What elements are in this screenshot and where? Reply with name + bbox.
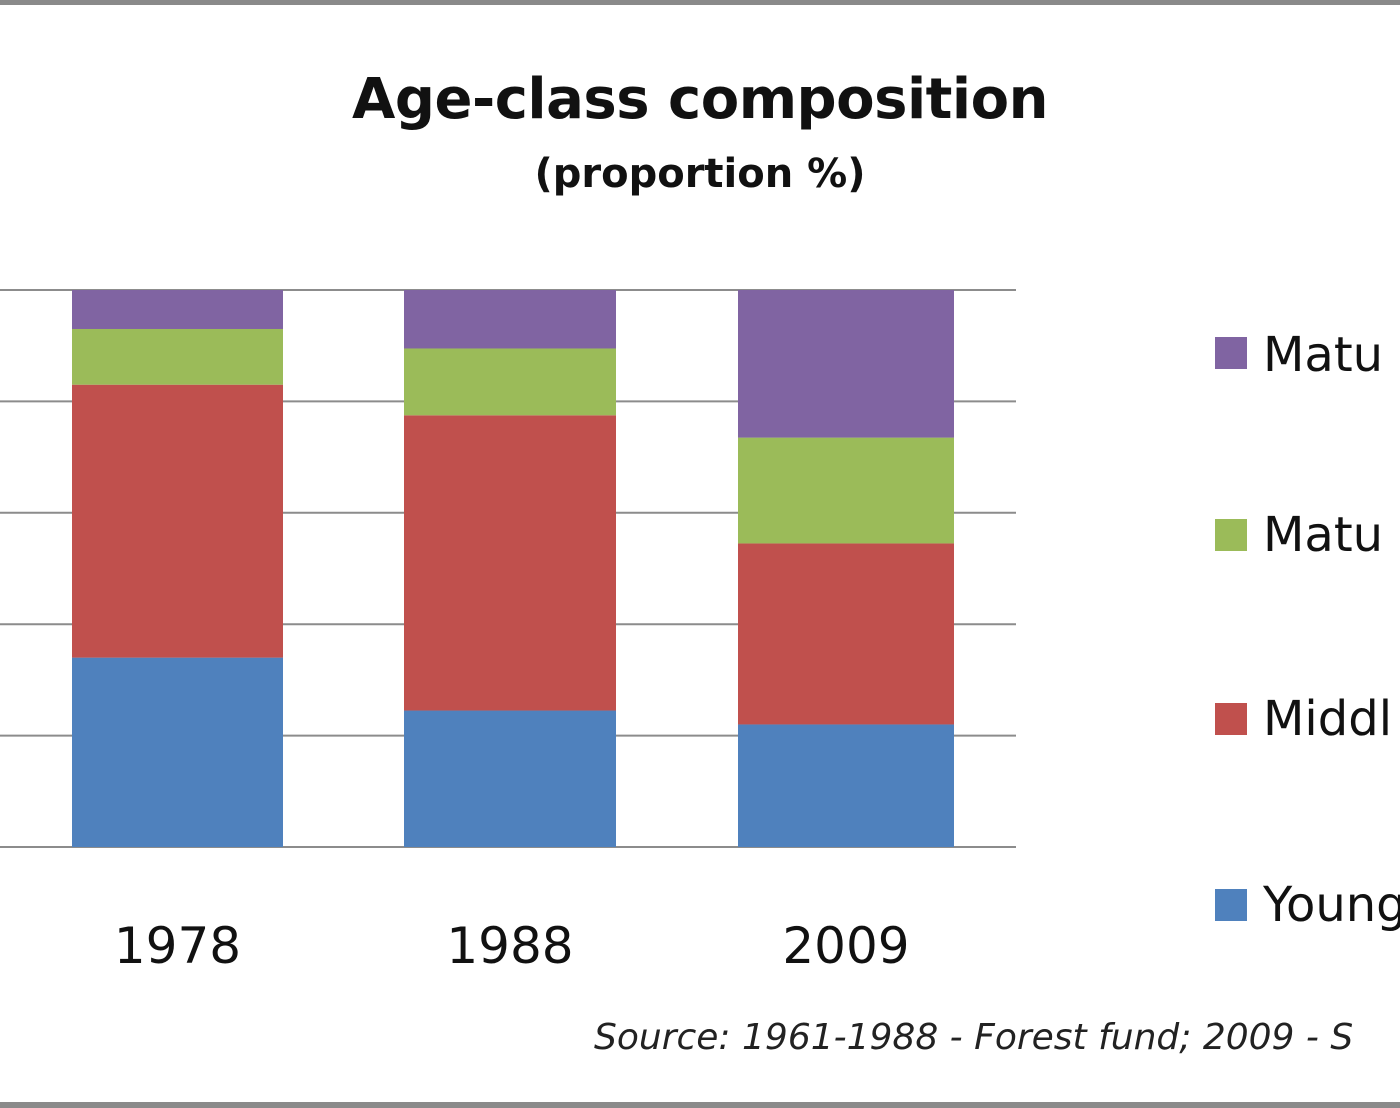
chart-title: Age-class composition bbox=[352, 67, 1048, 132]
bar-1988-series-1 bbox=[404, 710, 616, 847]
legend-swatch-series-1 bbox=[1215, 889, 1247, 921]
bar-1988-series-4 bbox=[404, 290, 616, 349]
bar-1988-series-2 bbox=[404, 415, 616, 711]
bar-1988-series-3 bbox=[404, 348, 616, 416]
legend-swatch-series-3 bbox=[1215, 519, 1247, 551]
bar-2009-series-3 bbox=[738, 437, 954, 544]
bar-1978-series-3 bbox=[72, 328, 283, 385]
bar-2009-series-2 bbox=[738, 543, 954, 725]
legend-swatch-series-2 bbox=[1215, 703, 1247, 735]
x-tick-label-2009: 2009 bbox=[782, 917, 909, 975]
bar-1978-series-1 bbox=[72, 657, 283, 847]
legend-swatch-series-4 bbox=[1215, 337, 1247, 369]
source-note: Source: 1961-1988 - Forest fund; 2009 - … bbox=[594, 1017, 1354, 1058]
legend-label-series-3: Matu bbox=[1263, 507, 1384, 563]
legend-label-series-2: Middl bbox=[1263, 691, 1393, 747]
bar-2009-series-4 bbox=[738, 290, 954, 438]
x-tick-label-1978: 1978 bbox=[114, 917, 241, 975]
legend-label-series-1: Young bbox=[1263, 877, 1400, 933]
legend-label-series-4: Matu stand bbox=[1263, 327, 1400, 383]
bar-1978-series-2 bbox=[72, 384, 283, 658]
x-tick-label-1988: 1988 bbox=[446, 917, 573, 975]
bar-stacks bbox=[72, 290, 954, 847]
bar-2009-series-1 bbox=[738, 724, 954, 847]
chart-subtitle: (proportion %) bbox=[534, 151, 866, 197]
x-axis-ticks: 1978 1988 2009 bbox=[114, 917, 910, 975]
plot-area: 1978 1988 2009 bbox=[0, 289, 1016, 975]
bar-1978-series-4 bbox=[72, 290, 283, 329]
